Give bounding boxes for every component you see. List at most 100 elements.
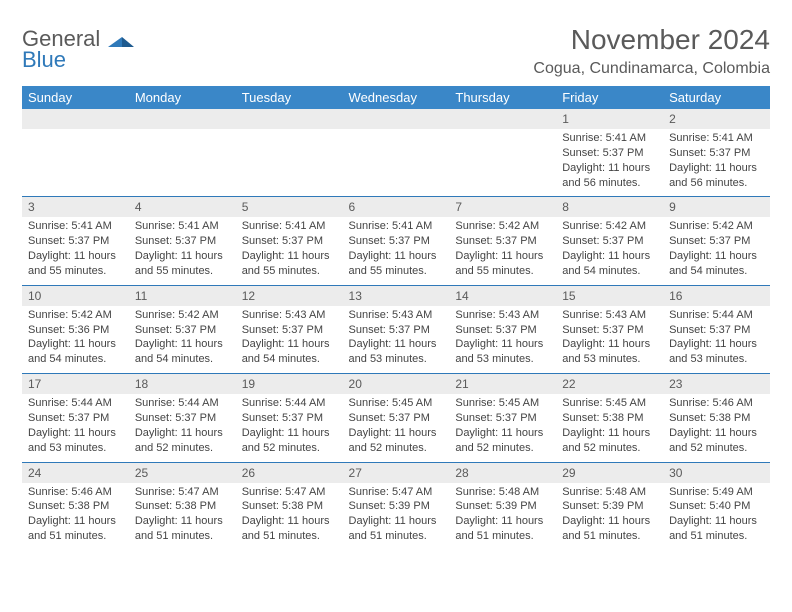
sunset-text: Sunset: 5:37 PM bbox=[669, 234, 764, 249]
sunset-text: Sunset: 5:38 PM bbox=[28, 499, 123, 514]
day-number: 8 bbox=[556, 196, 663, 217]
day-details: Sunrise: 5:41 AMSunset: 5:37 PMDaylight:… bbox=[343, 217, 450, 284]
day-number: 10 bbox=[22, 285, 129, 306]
day-number: 21 bbox=[449, 373, 556, 394]
sunrise-text: Sunrise: 5:49 AM bbox=[669, 485, 764, 500]
day-number bbox=[449, 109, 556, 129]
sunset-text: Sunset: 5:37 PM bbox=[562, 146, 657, 161]
day-number: 27 bbox=[343, 462, 450, 483]
day-cell-body bbox=[449, 129, 556, 196]
weekday-header: Wednesday bbox=[343, 86, 450, 109]
daylight-text: Daylight: 11 hours and 55 minutes. bbox=[28, 249, 123, 279]
day-cell-body: Sunrise: 5:47 AMSunset: 5:38 PMDaylight:… bbox=[236, 483, 343, 550]
daylight-text: Daylight: 11 hours and 53 minutes. bbox=[28, 426, 123, 456]
day-number: 11 bbox=[129, 285, 236, 306]
day-cell-num: 7 bbox=[449, 196, 556, 217]
sunrise-text: Sunrise: 5:46 AM bbox=[28, 485, 123, 500]
day-cell-num: 30 bbox=[663, 462, 770, 483]
daynum-row: 3456789 bbox=[22, 196, 770, 217]
sunrise-text: Sunrise: 5:42 AM bbox=[455, 219, 550, 234]
daybody-row: Sunrise: 5:41 AMSunset: 5:37 PMDaylight:… bbox=[22, 129, 770, 196]
sunrise-text: Sunrise: 5:43 AM bbox=[562, 308, 657, 323]
day-details: Sunrise: 5:45 AMSunset: 5:37 PMDaylight:… bbox=[343, 394, 450, 461]
day-cell-num: 20 bbox=[343, 373, 450, 394]
day-details: Sunrise: 5:42 AMSunset: 5:37 PMDaylight:… bbox=[129, 306, 236, 373]
day-cell-body: Sunrise: 5:45 AMSunset: 5:38 PMDaylight:… bbox=[556, 394, 663, 461]
day-cell-body: Sunrise: 5:42 AMSunset: 5:37 PMDaylight:… bbox=[556, 217, 663, 284]
sunrise-text: Sunrise: 5:41 AM bbox=[242, 219, 337, 234]
daylight-text: Daylight: 11 hours and 55 minutes. bbox=[242, 249, 337, 279]
sunset-text: Sunset: 5:37 PM bbox=[669, 146, 764, 161]
day-number bbox=[129, 109, 236, 129]
day-details bbox=[449, 129, 556, 187]
sunrise-text: Sunrise: 5:45 AM bbox=[349, 396, 444, 411]
day-number: 20 bbox=[343, 373, 450, 394]
weekday-header: Saturday bbox=[663, 86, 770, 109]
day-details: Sunrise: 5:46 AMSunset: 5:38 PMDaylight:… bbox=[663, 394, 770, 461]
daylight-text: Daylight: 11 hours and 53 minutes. bbox=[455, 337, 550, 367]
day-number: 14 bbox=[449, 285, 556, 306]
day-cell-num: 5 bbox=[236, 196, 343, 217]
day-details: Sunrise: 5:45 AMSunset: 5:38 PMDaylight:… bbox=[556, 394, 663, 461]
day-cell-body bbox=[129, 129, 236, 196]
day-cell-body: Sunrise: 5:49 AMSunset: 5:40 PMDaylight:… bbox=[663, 483, 770, 550]
day-details bbox=[343, 129, 450, 187]
day-cell-num: 26 bbox=[236, 462, 343, 483]
daynum-row: 10111213141516 bbox=[22, 285, 770, 306]
day-number: 17 bbox=[22, 373, 129, 394]
day-cell-num bbox=[22, 109, 129, 129]
weekday-header: Tuesday bbox=[236, 86, 343, 109]
sunrise-text: Sunrise: 5:42 AM bbox=[562, 219, 657, 234]
daylight-text: Daylight: 11 hours and 56 minutes. bbox=[562, 161, 657, 191]
day-cell-num: 3 bbox=[22, 196, 129, 217]
sunset-text: Sunset: 5:39 PM bbox=[349, 499, 444, 514]
sunset-text: Sunset: 5:37 PM bbox=[455, 411, 550, 426]
sunset-text: Sunset: 5:37 PM bbox=[242, 323, 337, 338]
weekday-header: Thursday bbox=[449, 86, 556, 109]
sunrise-text: Sunrise: 5:45 AM bbox=[455, 396, 550, 411]
day-details: Sunrise: 5:46 AMSunset: 5:38 PMDaylight:… bbox=[22, 483, 129, 550]
day-details: Sunrise: 5:43 AMSunset: 5:37 PMDaylight:… bbox=[236, 306, 343, 373]
day-details: Sunrise: 5:45 AMSunset: 5:37 PMDaylight:… bbox=[449, 394, 556, 461]
sunset-text: Sunset: 5:38 PM bbox=[135, 499, 230, 514]
day-number: 22 bbox=[556, 373, 663, 394]
sunset-text: Sunset: 5:38 PM bbox=[562, 411, 657, 426]
day-details bbox=[236, 129, 343, 187]
day-number: 26 bbox=[236, 462, 343, 483]
sunrise-text: Sunrise: 5:41 AM bbox=[562, 131, 657, 146]
sunset-text: Sunset: 5:37 PM bbox=[455, 323, 550, 338]
day-cell-num: 8 bbox=[556, 196, 663, 217]
page-header: General Blue November 2024 Cogua, Cundin… bbox=[22, 18, 770, 82]
day-cell-num: 1 bbox=[556, 109, 663, 129]
sunset-text: Sunset: 5:40 PM bbox=[669, 499, 764, 514]
day-cell-num: 28 bbox=[449, 462, 556, 483]
brand-line2: Blue bbox=[22, 49, 134, 71]
day-number: 2 bbox=[663, 109, 770, 129]
day-cell-body: Sunrise: 5:46 AMSunset: 5:38 PMDaylight:… bbox=[22, 483, 129, 550]
day-details: Sunrise: 5:41 AMSunset: 5:37 PMDaylight:… bbox=[129, 217, 236, 284]
day-cell-body: Sunrise: 5:41 AMSunset: 5:37 PMDaylight:… bbox=[556, 129, 663, 196]
day-cell-body: Sunrise: 5:46 AMSunset: 5:38 PMDaylight:… bbox=[663, 394, 770, 461]
day-cell-num: 19 bbox=[236, 373, 343, 394]
day-number: 16 bbox=[663, 285, 770, 306]
sunrise-text: Sunrise: 5:41 AM bbox=[135, 219, 230, 234]
sunset-text: Sunset: 5:37 PM bbox=[135, 411, 230, 426]
day-cell-body: Sunrise: 5:45 AMSunset: 5:37 PMDaylight:… bbox=[449, 394, 556, 461]
sunset-text: Sunset: 5:37 PM bbox=[135, 323, 230, 338]
sunrise-text: Sunrise: 5:44 AM bbox=[242, 396, 337, 411]
sunset-text: Sunset: 5:37 PM bbox=[349, 411, 444, 426]
day-details bbox=[129, 129, 236, 187]
day-cell-body: Sunrise: 5:48 AMSunset: 5:39 PMDaylight:… bbox=[556, 483, 663, 550]
day-details: Sunrise: 5:44 AMSunset: 5:37 PMDaylight:… bbox=[236, 394, 343, 461]
weekday-header: Friday bbox=[556, 86, 663, 109]
day-cell-num bbox=[449, 109, 556, 129]
sunset-text: Sunset: 5:37 PM bbox=[349, 323, 444, 338]
day-cell-body: Sunrise: 5:43 AMSunset: 5:37 PMDaylight:… bbox=[236, 306, 343, 373]
daylight-text: Daylight: 11 hours and 52 minutes. bbox=[135, 426, 230, 456]
daybody-row: Sunrise: 5:42 AMSunset: 5:36 PMDaylight:… bbox=[22, 306, 770, 373]
day-number: 9 bbox=[663, 196, 770, 217]
day-cell-num: 22 bbox=[556, 373, 663, 394]
day-cell-num: 18 bbox=[129, 373, 236, 394]
day-cell-body: Sunrise: 5:44 AMSunset: 5:37 PMDaylight:… bbox=[129, 394, 236, 461]
sunrise-text: Sunrise: 5:47 AM bbox=[349, 485, 444, 500]
